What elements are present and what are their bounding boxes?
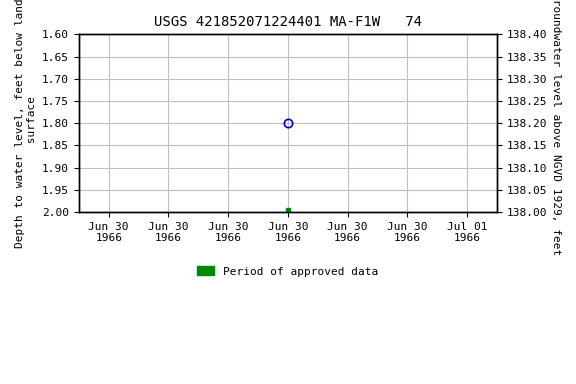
Legend: Period of approved data: Period of approved data [193,262,382,281]
Y-axis label: Groundwater level above NGVD 1929, feet: Groundwater level above NGVD 1929, feet [551,0,561,255]
Title: USGS 421852071224401 MA-F1W   74: USGS 421852071224401 MA-F1W 74 [154,15,422,29]
Y-axis label: Depth to water level, feet below land
 surface: Depth to water level, feet below land su… [15,0,37,248]
